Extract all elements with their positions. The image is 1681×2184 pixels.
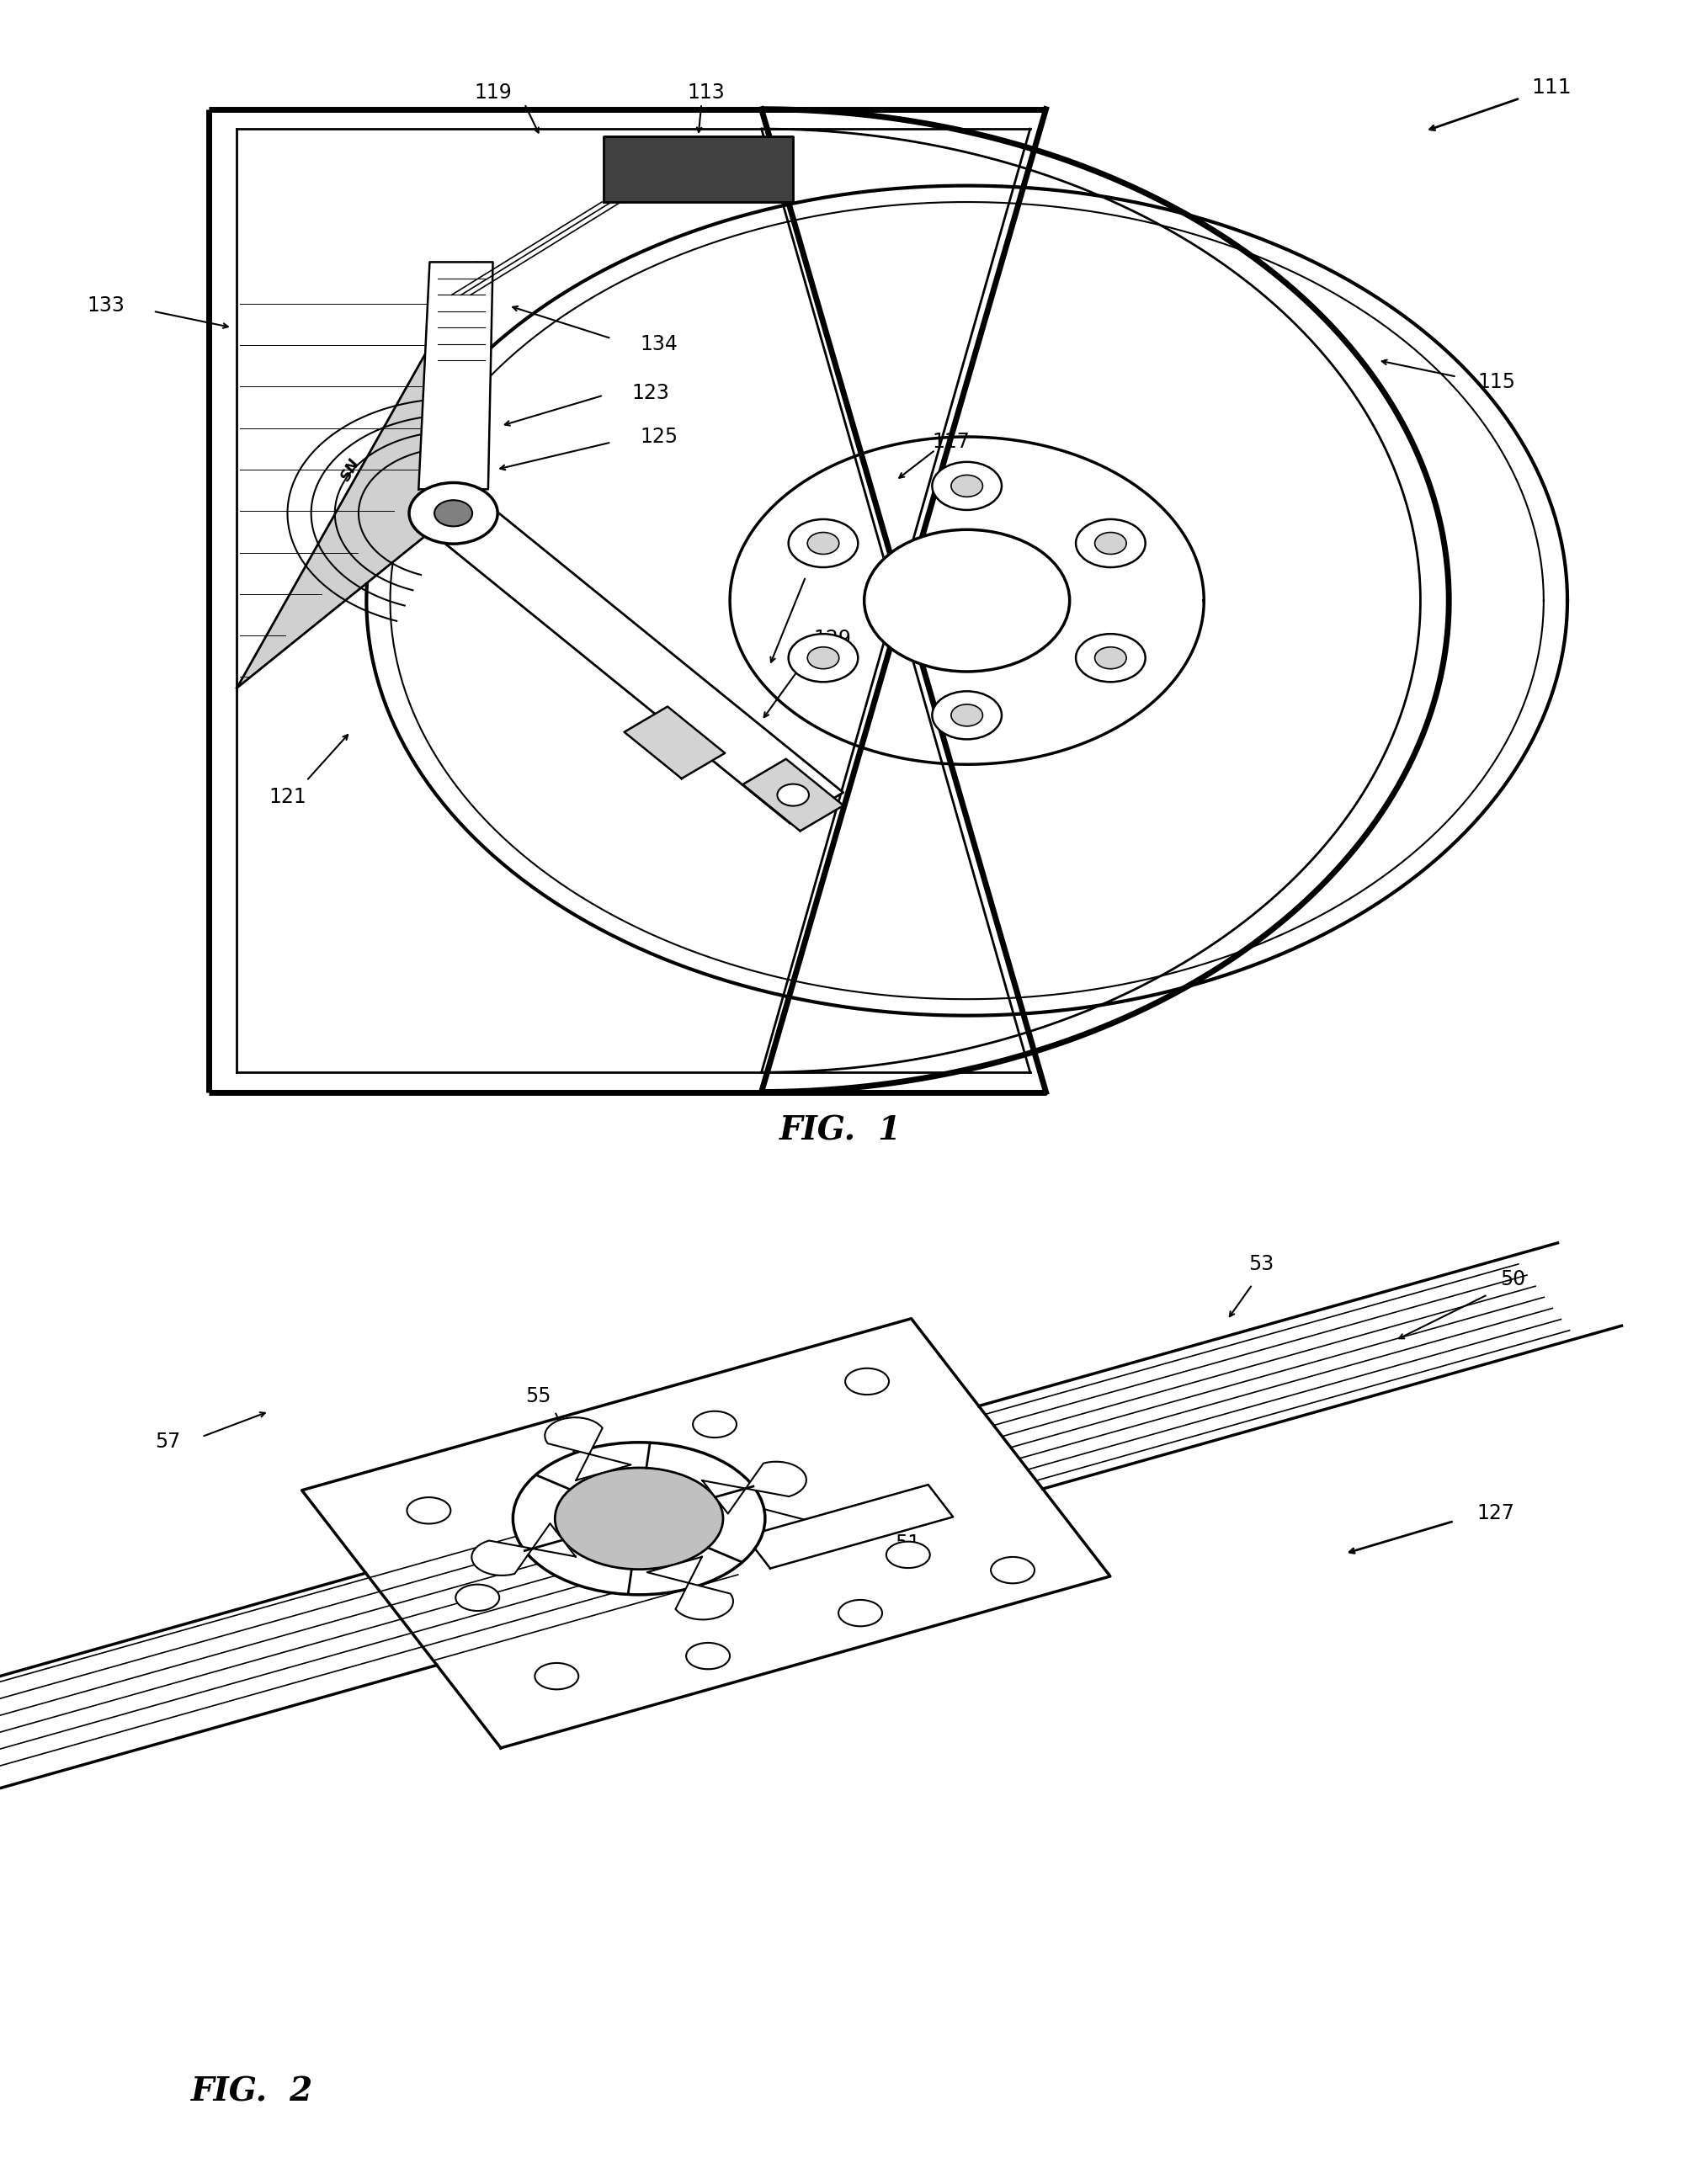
Circle shape	[788, 633, 857, 681]
Circle shape	[1094, 646, 1126, 668]
Circle shape	[555, 1468, 723, 1570]
Text: 119: 119	[474, 83, 511, 103]
Circle shape	[951, 703, 983, 725]
Circle shape	[456, 1583, 499, 1612]
Text: FIG.  1: FIG. 1	[780, 1114, 901, 1147]
Polygon shape	[743, 760, 844, 830]
Text: 115: 115	[1478, 371, 1515, 393]
Circle shape	[846, 1367, 889, 1396]
Circle shape	[535, 1662, 578, 1690]
Polygon shape	[703, 1461, 807, 1514]
Circle shape	[933, 461, 1002, 511]
Text: 113: 113	[688, 83, 725, 103]
Text: 50: 50	[1499, 1269, 1526, 1289]
Text: 111: 111	[1531, 76, 1572, 98]
Circle shape	[693, 1411, 736, 1437]
Circle shape	[839, 1601, 883, 1627]
Text: 121: 121	[269, 786, 306, 808]
Polygon shape	[647, 1557, 733, 1621]
Circle shape	[807, 533, 839, 555]
Circle shape	[1076, 520, 1145, 568]
Polygon shape	[603, 135, 793, 201]
Circle shape	[408, 483, 498, 544]
Polygon shape	[624, 708, 725, 778]
Polygon shape	[545, 1417, 630, 1481]
Text: 134: 134	[640, 334, 677, 354]
Polygon shape	[472, 1524, 575, 1575]
Circle shape	[513, 1441, 765, 1594]
Polygon shape	[419, 262, 493, 489]
Circle shape	[686, 1642, 730, 1669]
Polygon shape	[237, 262, 477, 688]
Circle shape	[886, 1542, 930, 1568]
Text: 133: 133	[87, 295, 124, 317]
Circle shape	[407, 1498, 451, 1524]
Circle shape	[788, 520, 857, 568]
Polygon shape	[745, 1485, 953, 1568]
Text: FIG.  2: FIG. 2	[192, 2075, 313, 2108]
Text: SN: SN	[338, 456, 363, 483]
Text: 127: 127	[805, 535, 844, 557]
Circle shape	[933, 690, 1002, 738]
Text: 117: 117	[933, 432, 970, 452]
Circle shape	[1076, 633, 1145, 681]
Circle shape	[434, 500, 472, 526]
Polygon shape	[427, 498, 844, 823]
Text: 127: 127	[1478, 1503, 1515, 1522]
Text: 53: 53	[1247, 1254, 1274, 1273]
Circle shape	[807, 646, 839, 668]
Polygon shape	[303, 1319, 1109, 1747]
Circle shape	[777, 784, 809, 806]
Text: 57: 57	[155, 1433, 182, 1452]
Circle shape	[864, 529, 1069, 673]
Circle shape	[951, 476, 983, 498]
Circle shape	[990, 1557, 1034, 1583]
Text: 123: 123	[632, 382, 669, 404]
Circle shape	[1094, 533, 1126, 555]
Text: 125: 125	[640, 426, 677, 448]
Text: 55: 55	[524, 1387, 551, 1406]
Text: 129: 129	[814, 629, 852, 649]
Text: 135: 135	[577, 607, 615, 627]
Text: 51: 51	[894, 1533, 921, 1553]
